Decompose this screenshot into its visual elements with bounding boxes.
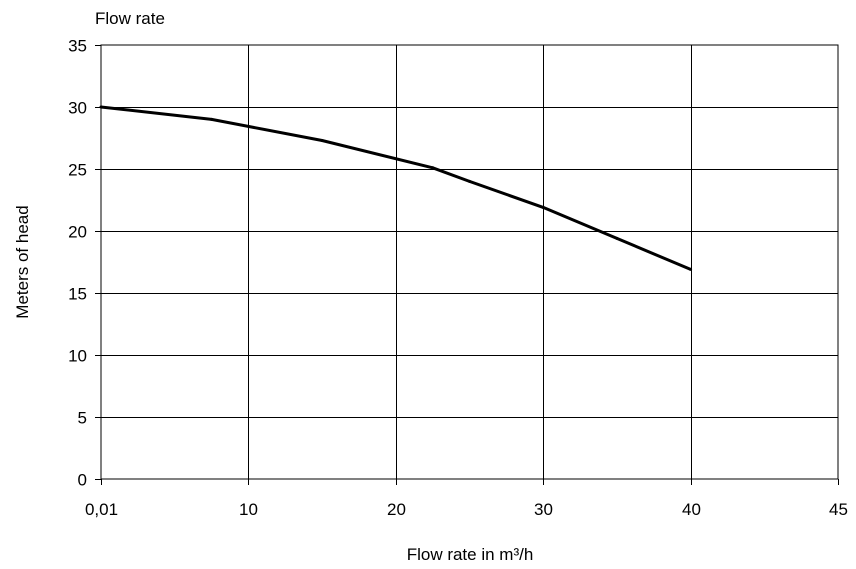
series-layer xyxy=(99,105,693,271)
data-point xyxy=(615,236,619,240)
y-tick-label: 5 xyxy=(78,409,87,428)
series-line xyxy=(100,105,692,271)
data-point xyxy=(468,179,471,183)
data-point xyxy=(431,166,435,170)
y-tick-label: 0 xyxy=(78,471,87,490)
data-point xyxy=(210,117,214,121)
y-tick-label: 35 xyxy=(68,37,87,56)
y-tick-label: 20 xyxy=(68,223,87,242)
grid xyxy=(101,45,838,479)
data-point xyxy=(99,105,103,109)
x-tick-label: 45 xyxy=(829,500,848,519)
y-tick-label: 30 xyxy=(68,99,87,118)
x-tick-label: 30 xyxy=(534,500,553,519)
data-point xyxy=(689,267,693,271)
y-tick-label: 15 xyxy=(68,285,87,304)
y-axis-title: Meters of head xyxy=(13,205,32,318)
chart-title: Flow rate xyxy=(95,9,165,28)
x-tick-label: 0,01 xyxy=(85,500,118,519)
y-tick-label: 25 xyxy=(68,161,87,180)
plot-area-frame xyxy=(100,44,839,480)
x-tick-label: 10 xyxy=(239,500,258,519)
data-point xyxy=(320,139,324,142)
x-tick-label: 40 xyxy=(682,500,701,519)
x-axis-title: Flow rate in m³/h xyxy=(407,545,534,564)
data-point xyxy=(541,205,545,209)
axis-ticks: 0 5 10 15 20 25 30 35 0,01 10 20 30 40 45 xyxy=(68,37,848,520)
y-tick-label: 10 xyxy=(68,347,87,366)
x-tick-label: 20 xyxy=(387,500,406,519)
